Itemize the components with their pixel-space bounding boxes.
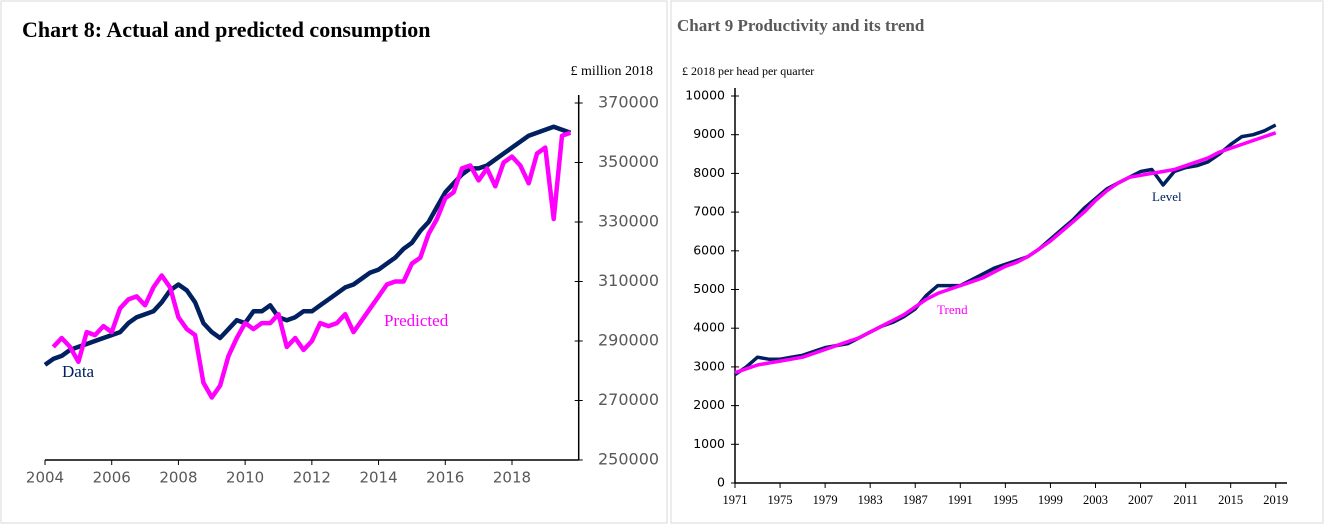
x-tick-label: 1971: [723, 493, 748, 507]
series-label: Trend: [937, 302, 968, 317]
chart-title: Chart 8: Actual and predicted consumptio…: [22, 17, 430, 42]
x-tick-label: 2006: [93, 469, 131, 487]
y-tick-label: 3000: [693, 358, 725, 373]
series-label: Level: [1152, 189, 1182, 204]
series-label: Data: [62, 362, 95, 381]
y-tick-label: 330000: [598, 212, 659, 231]
x-tick-label: 2003: [1083, 493, 1108, 507]
y-tick-label: 250000: [598, 450, 659, 469]
y-tick-label: 4000: [693, 320, 725, 335]
x-tick-label: 2004: [26, 469, 64, 487]
y-tick-label: 0: [717, 475, 725, 490]
x-tick-label: 2012: [293, 469, 331, 487]
chart-frame: [0, 0, 668, 524]
series-label: Predicted: [384, 311, 449, 330]
x-tick-label: 1995: [993, 493, 1018, 507]
x-tick-label: 2018: [493, 469, 531, 487]
x-tick-label: 2007: [1128, 493, 1153, 507]
series-line: [43, 124, 572, 367]
y-tick-label: 290000: [598, 331, 659, 350]
y-tick-label: 270000: [598, 390, 659, 409]
y-tick-label: 7000: [693, 204, 725, 219]
x-tick-label: 1987: [903, 493, 928, 507]
x-tick-label: 1991: [948, 493, 973, 507]
chart-frame: [670, 0, 1324, 524]
x-tick-label: 2019: [1263, 493, 1288, 507]
y-tick-label: 9000: [693, 126, 725, 141]
y-tick-label: 10000: [685, 88, 725, 103]
y-axis-label: £ million 2018: [571, 64, 653, 79]
x-tick-label: 2015: [1218, 493, 1243, 507]
series-line: [734, 123, 1277, 377]
y-tick-label: 350000: [598, 152, 659, 171]
x-tick-label: 2008: [159, 469, 197, 487]
y-tick-label: 1000: [693, 436, 725, 451]
y-tick-label: 2000: [693, 397, 725, 412]
x-tick-label: 2011: [1173, 493, 1198, 507]
x-tick-label: 2014: [359, 469, 397, 487]
y-tick-label: 5000: [693, 281, 725, 296]
x-tick-label: 1983: [858, 493, 883, 507]
y-tick-label: 310000: [598, 271, 659, 290]
y-tick-label: 8000: [693, 165, 725, 180]
x-tick-label: 2010: [226, 469, 264, 487]
y-axis-label: £ 2018 per head per quarter: [682, 64, 814, 78]
x-tick-label: 1979: [813, 493, 838, 507]
y-tick-label: 6000: [693, 242, 725, 257]
series-line: [51, 130, 572, 400]
x-tick-label: 1999: [1038, 493, 1063, 507]
x-tick-label: 2016: [426, 469, 464, 487]
chart-title: Chart 9 Productivity and its trend: [677, 16, 925, 35]
series-line: [734, 131, 1277, 375]
x-tick-label: 1975: [768, 493, 793, 507]
y-tick-label: 370000: [598, 93, 659, 112]
